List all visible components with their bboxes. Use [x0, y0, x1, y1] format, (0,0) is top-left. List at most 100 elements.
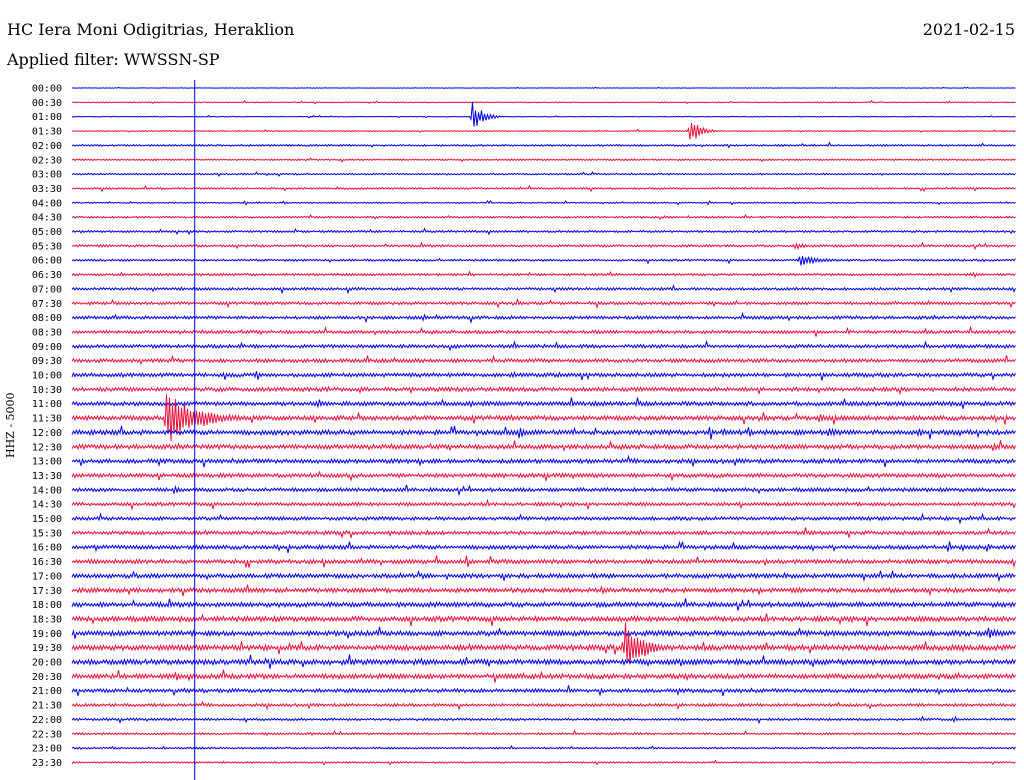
- row-time-label: 04:00: [32, 198, 62, 209]
- trace-0300: [71, 171, 1016, 177]
- row-time-label: 17:30: [32, 586, 62, 597]
- row-time-label: 01:00: [32, 112, 62, 123]
- row-time-label: 01:30: [32, 127, 62, 138]
- trace-1030: [71, 385, 1016, 395]
- trace-0200: [71, 141, 1016, 149]
- row-time-label: 06:00: [32, 256, 62, 267]
- row-time-label: 15:30: [32, 528, 62, 539]
- trace-2230: [71, 729, 1016, 736]
- trace-0530: [71, 241, 1016, 251]
- row-time-label: 21:00: [32, 686, 62, 697]
- row-time-label: 08:30: [32, 327, 62, 338]
- trace-1330: [71, 470, 1016, 482]
- trace-0030: [71, 99, 1016, 105]
- row-time-label: 20:30: [32, 672, 62, 683]
- row-time-label: 14:30: [32, 500, 62, 511]
- trace-2300: [71, 744, 1016, 750]
- row-time-label: 12:00: [32, 428, 62, 439]
- trace-1400: [71, 484, 1016, 497]
- row-time-label: 14:00: [32, 485, 62, 496]
- trace-0130: [71, 123, 1016, 140]
- row-time-label: 19:00: [32, 629, 62, 640]
- trace-1230: [71, 439, 1016, 452]
- trace-0400: [71, 199, 1016, 206]
- station-title: HC Iera Moni Odigitrias, Heraklion: [7, 20, 295, 39]
- trace-1700: [71, 569, 1016, 583]
- row-time-label: 02:00: [32, 141, 62, 152]
- trace-0430: [71, 214, 1016, 221]
- trace-2200: [71, 715, 1016, 725]
- trace-0230: [71, 157, 1016, 163]
- trace-1100: [71, 397, 1016, 409]
- row-time-label: 06:30: [32, 270, 62, 281]
- row-time-label: 03:00: [32, 170, 62, 181]
- trace-0700: [71, 284, 1016, 295]
- row-time-label: 18:00: [32, 600, 62, 611]
- trace-0900: [71, 339, 1016, 352]
- trace-2100: [71, 685, 1016, 697]
- row-time-label: 16:30: [32, 557, 62, 568]
- trace-1500: [71, 512, 1016, 525]
- row-time-label: 19:30: [32, 643, 62, 654]
- row-time-label: 07:00: [32, 284, 62, 295]
- row-time-label: 07:30: [32, 299, 62, 310]
- trace-0330: [71, 184, 1016, 193]
- trace-1930: [71, 622, 1016, 665]
- row-time-label: 22:00: [32, 715, 62, 726]
- trace-1630: [71, 555, 1016, 569]
- filter-label: Applied filter: WWSSN-SP: [7, 50, 220, 69]
- trace-0730: [71, 297, 1016, 310]
- trace-0000: [71, 86, 1016, 90]
- trace-0630: [71, 270, 1016, 279]
- trace-1200: [71, 425, 1016, 440]
- row-time-label: 20:00: [32, 658, 62, 669]
- trace-2000: [71, 654, 1016, 669]
- row-time-label: 17:00: [32, 571, 62, 582]
- row-time-label: 23:30: [32, 758, 62, 769]
- row-time-label: 23:00: [32, 744, 62, 755]
- row-time-label: 04:30: [32, 213, 62, 224]
- row-time-label: 00:30: [32, 98, 62, 109]
- row-time-label: 02:30: [32, 155, 62, 166]
- trace-1430: [71, 498, 1016, 511]
- trace-2330: [71, 759, 1016, 766]
- trace-2130: [71, 700, 1016, 711]
- trace-1130: [71, 394, 1016, 441]
- trace-0600: [71, 255, 1016, 266]
- row-time-label: 08:00: [32, 313, 62, 324]
- row-time-label: 09:00: [32, 342, 62, 353]
- row-time-label: 22:30: [32, 729, 62, 740]
- trace-1800: [71, 598, 1016, 611]
- row-time-label: 16:00: [32, 543, 62, 554]
- row-time-label: 18:30: [32, 614, 62, 625]
- row-time-label: 03:30: [32, 184, 62, 195]
- trace-1730: [71, 584, 1016, 597]
- trace-0830: [71, 325, 1016, 337]
- trace-0930: [71, 354, 1016, 366]
- row-time-label: 13:00: [32, 457, 62, 468]
- row-time-label: 10:00: [32, 371, 62, 382]
- trace-1830: [71, 613, 1016, 627]
- row-time-label: 11:30: [32, 414, 62, 425]
- row-time-label: 05:00: [32, 227, 62, 238]
- row-time-label: 15:00: [32, 514, 62, 525]
- trace-1600: [71, 540, 1016, 554]
- row-time-label: 00:00: [32, 84, 62, 95]
- trace-1000: [71, 370, 1016, 382]
- row-time-label: 09:30: [32, 356, 62, 367]
- row-time-label: 13:30: [32, 471, 62, 482]
- trace-0800: [71, 311, 1016, 324]
- trace-1300: [71, 454, 1016, 468]
- row-time-label: 11:00: [32, 399, 62, 410]
- row-time-label: 21:30: [32, 701, 62, 712]
- record-date: 2021-02-15: [922, 20, 1015, 39]
- row-time-label: 05:30: [32, 241, 62, 252]
- trace-1530: [71, 527, 1016, 539]
- trace-2030: [71, 669, 1016, 683]
- row-time-label: 12:30: [32, 442, 62, 453]
- trace-0500: [71, 227, 1016, 236]
- row-time-label: 10:30: [32, 385, 62, 396]
- trace-0100: [71, 101, 1016, 127]
- trace-1900: [71, 626, 1016, 639]
